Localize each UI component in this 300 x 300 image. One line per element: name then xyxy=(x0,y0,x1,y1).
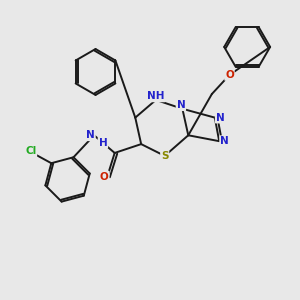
Text: O: O xyxy=(225,70,234,80)
Text: NH: NH xyxy=(147,92,165,101)
Text: N: N xyxy=(176,100,185,110)
Text: N: N xyxy=(216,112,224,123)
Text: N: N xyxy=(220,136,229,146)
Text: H: H xyxy=(98,138,107,148)
Text: O: O xyxy=(100,172,109,182)
Text: S: S xyxy=(161,151,169,161)
Text: Cl: Cl xyxy=(25,146,36,156)
Text: N: N xyxy=(86,130,95,140)
